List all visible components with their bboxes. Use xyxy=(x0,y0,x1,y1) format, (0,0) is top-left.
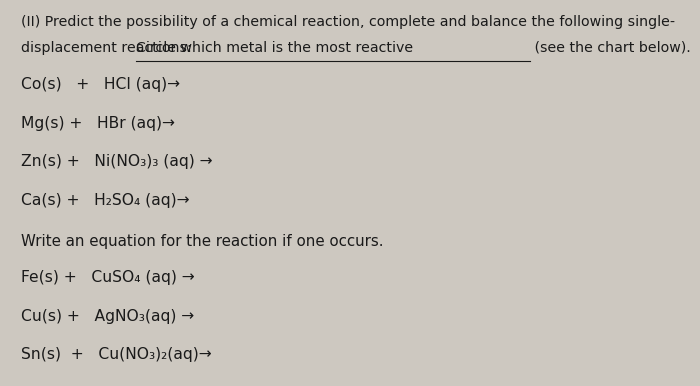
Text: Mg(s) +   HBr (aq)→: Mg(s) + HBr (aq)→ xyxy=(21,116,175,131)
Text: Cu(s) +   AgNO₃(aq) →: Cu(s) + AgNO₃(aq) → xyxy=(21,309,195,324)
Text: Co(s)   +   HCl (aq)→: Co(s) + HCl (aq)→ xyxy=(21,77,180,92)
Text: Circle which metal is the most reactive: Circle which metal is the most reactive xyxy=(136,41,413,54)
Text: Write an equation for the reaction if one occurs.: Write an equation for the reaction if on… xyxy=(21,234,384,249)
Text: Fe(s) +   CuSO₄ (aq) →: Fe(s) + CuSO₄ (aq) → xyxy=(21,270,195,285)
Text: Sn(s)  +   Cu(NO₃)₂(aq)→: Sn(s) + Cu(NO₃)₂(aq)→ xyxy=(21,347,211,362)
Text: (see the chart below).: (see the chart below). xyxy=(530,41,691,54)
Text: displacement reactions:: displacement reactions: xyxy=(21,41,201,54)
Text: (II) Predict the possibility of a chemical reaction, complete and balance the fo: (II) Predict the possibility of a chemic… xyxy=(21,15,675,29)
Text: Zn(s) +   Ni(NO₃)₃ (aq) →: Zn(s) + Ni(NO₃)₃ (aq) → xyxy=(21,154,213,169)
Text: Ca(s) +   H₂SO₄ (aq)→: Ca(s) + H₂SO₄ (aq)→ xyxy=(21,193,190,208)
